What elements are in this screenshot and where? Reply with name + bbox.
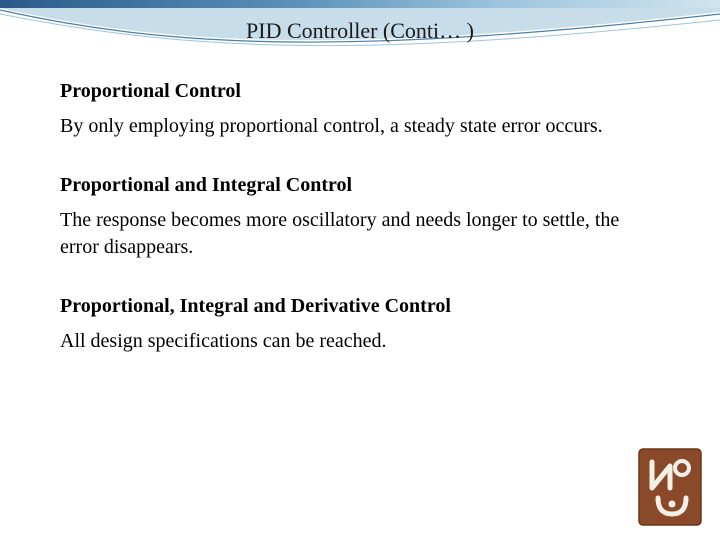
header-band-top [0,0,720,8]
section-body: The response becomes more oscillatory an… [60,207,660,261]
section-heading: Proportional Control [60,80,660,103]
slide-content: Proportional Control By only employing p… [60,80,660,389]
section-body: All design specifications can be reached… [60,328,660,355]
section-body: By only employing proportional control, … [60,113,660,140]
section-pi: Proportional and Integral Control The re… [60,174,660,261]
section-pid: Proportional, Integral and Derivative Co… [60,295,660,355]
section-proportional: Proportional Control By only employing p… [60,80,660,140]
section-heading: Proportional, Integral and Derivative Co… [60,295,660,318]
slide-title: PID Controller (Conti… ) [0,18,720,44]
institution-logo [638,448,702,526]
section-heading: Proportional and Integral Control [60,174,660,197]
